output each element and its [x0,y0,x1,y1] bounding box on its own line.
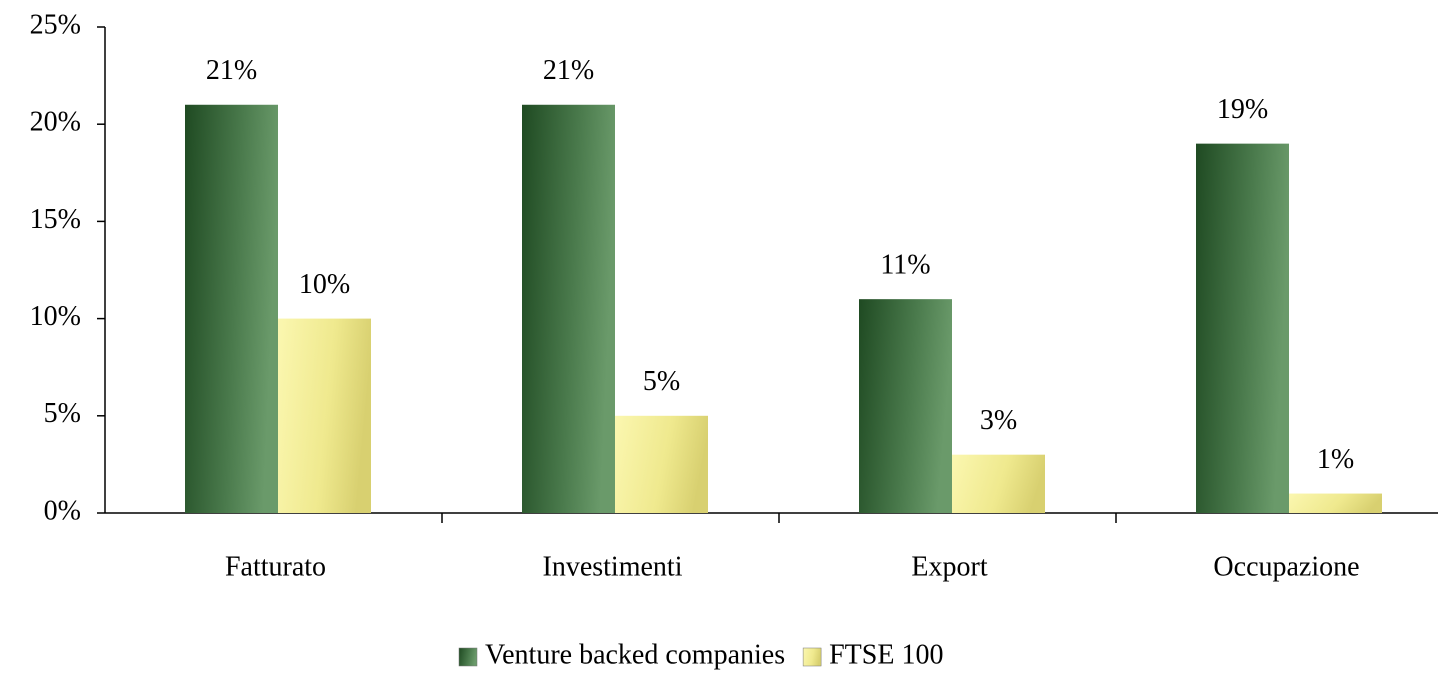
value-label: 10% [299,269,350,300]
x-tick-label: Fatturato [225,551,326,582]
bar [278,318,371,513]
x-tick-label: Occupazione [1213,551,1359,582]
value-label: 5% [643,366,680,397]
value-label: 21% [206,55,257,86]
bar [1289,493,1382,513]
bar [522,104,615,513]
y-tick-label: 20% [30,107,81,138]
y-tick-label: 10% [30,301,81,332]
value-label: 1% [1317,444,1354,475]
y-tick-label: 15% [30,204,81,235]
legend-label: Venture backed companies [485,639,785,670]
x-tick-label: Investimenti [543,551,683,582]
bar [1196,143,1289,513]
bar [859,299,952,513]
legend-label: FTSE 100 [829,639,943,670]
legend-swatch [802,647,822,667]
x-tick-label: Export [911,551,987,582]
bar [185,104,278,513]
legend-swatch [458,647,478,667]
y-tick-label: 25% [30,9,81,40]
bar [615,415,708,513]
y-tick-label: 5% [44,398,81,429]
value-label: 21% [543,55,594,86]
value-label: 3% [980,405,1017,436]
y-tick-label: 0% [44,495,81,526]
bar [952,454,1045,513]
value-label: 19% [1217,94,1268,125]
value-label: 11% [880,250,930,281]
